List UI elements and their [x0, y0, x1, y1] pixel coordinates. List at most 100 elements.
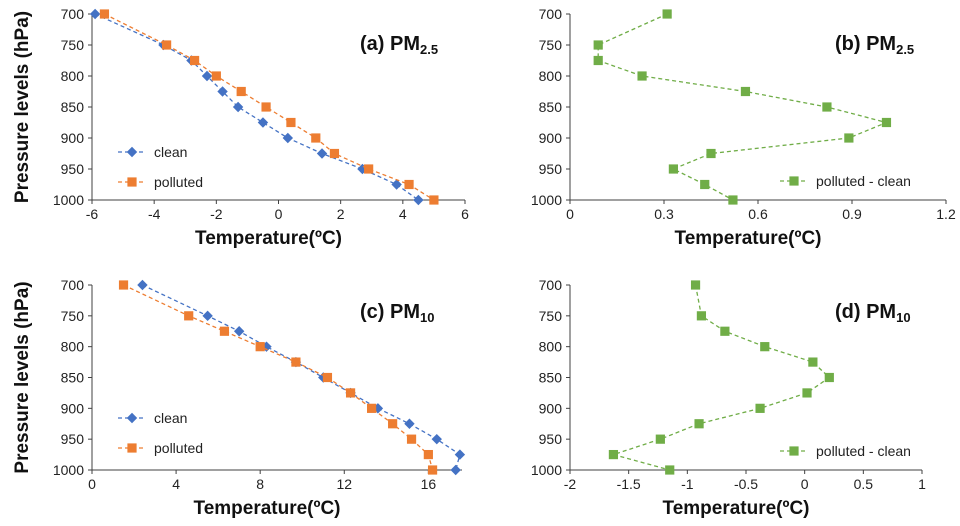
- data-point: [364, 164, 374, 174]
- y-axis-title: Pressure levels (hPa): [12, 11, 33, 203]
- legend-marker: [127, 177, 137, 187]
- data-point: [662, 9, 672, 19]
- data-point: [311, 133, 321, 143]
- data-point: [261, 102, 271, 112]
- legend-label: polluted - clean: [816, 173, 911, 189]
- data-point: [802, 388, 812, 398]
- legend-marker: [126, 146, 138, 158]
- data-point: [282, 132, 294, 144]
- panel-title: (a) PM2.5: [360, 33, 438, 57]
- data-point: [637, 71, 647, 81]
- data-point: [201, 70, 213, 82]
- panel-title-main: (d) PM: [835, 301, 896, 323]
- y-tick-label: 750: [539, 37, 563, 53]
- data-point: [211, 71, 221, 81]
- y-tick-label: 800: [539, 68, 563, 84]
- y-axis-title: Pressure levels (hPa): [12, 281, 33, 473]
- y-tick-label: 800: [61, 339, 85, 355]
- data-point: [690, 280, 701, 290]
- data-point: [454, 449, 466, 460]
- data-point: [740, 86, 751, 97]
- y-tick-label: 900: [61, 400, 85, 416]
- data-point: [404, 179, 414, 190]
- y-tick-label: 850: [61, 99, 85, 115]
- x-tick-label: 0: [566, 206, 574, 222]
- panel-title-main: (b) PM: [835, 33, 896, 55]
- data-point: [367, 403, 377, 413]
- data-point: [824, 372, 834, 383]
- x-tick-label: -2: [564, 476, 577, 492]
- y-tick-label: 1000: [531, 462, 562, 478]
- data-point: [655, 434, 665, 444]
- data-point: [233, 326, 245, 337]
- data-point: [217, 86, 228, 97]
- x-axis-title: Temperature(ºC): [195, 228, 342, 249]
- x-tick-label: 0: [275, 206, 283, 222]
- x-tick-label: 16: [421, 476, 437, 492]
- data-point: [162, 40, 172, 50]
- data-point: [760, 342, 770, 352]
- y-tick-label: 800: [539, 339, 563, 355]
- data-point: [413, 194, 424, 206]
- x-tick-label: 0: [801, 476, 809, 492]
- series-line-polluted---clean: [597, 13, 889, 201]
- panel-title-subscript: 2.5: [896, 42, 914, 57]
- data-point: [665, 465, 675, 475]
- y-tick-label: 700: [539, 6, 563, 22]
- x-tick-label: 4: [172, 476, 180, 492]
- x-tick-label: 6: [461, 206, 469, 222]
- data-point: [696, 311, 707, 321]
- data-point: [357, 163, 368, 175]
- data-point: [391, 179, 402, 190]
- x-tick-label: 1: [918, 476, 926, 492]
- x-tick-label: 0.9: [842, 206, 862, 222]
- panel-d-pm10: 700 750 800 850 900 950 1000-2 -1.5 -1 -0.5 0 0.5 1 T…: [531, 277, 926, 519]
- y-tick-label: 1000: [53, 192, 84, 208]
- data-point: [232, 101, 244, 113]
- x-tick-label: 1.2: [936, 206, 956, 222]
- data-point: [881, 117, 892, 128]
- data-point: [450, 464, 461, 476]
- data-point: [694, 419, 704, 429]
- data-point: [219, 326, 230, 336]
- data-point: [406, 434, 417, 444]
- y-tick-label: 900: [61, 130, 85, 146]
- y-tick-label: 750: [539, 308, 563, 324]
- y-tick-label: 700: [61, 6, 85, 22]
- x-tick-label: 8: [256, 476, 264, 492]
- data-point: [322, 372, 333, 383]
- legend-marker: [127, 443, 137, 453]
- data-point: [89, 8, 101, 20]
- panel-title: (d) PM10: [835, 301, 911, 325]
- panel-a-pm25: 700 750 800 850 900 950 1000-6 -4 -2 0 2 4 6 Temperat…: [12, 6, 469, 249]
- data-point: [755, 403, 765, 413]
- y-tick-label: 850: [539, 370, 563, 386]
- y-tick-label: 950: [61, 161, 85, 177]
- data-point: [329, 148, 340, 159]
- x-tick-label: -2: [210, 206, 223, 222]
- data-point: [822, 102, 832, 112]
- legend-label: polluted - clean: [816, 443, 911, 459]
- data-point: [423, 449, 433, 460]
- x-tick-label: 0: [88, 476, 96, 492]
- y-tick-label: 850: [61, 370, 85, 386]
- data-point: [345, 388, 356, 398]
- x-tick-label: 2: [337, 206, 345, 222]
- x-tick-label: -1: [681, 476, 694, 492]
- data-point: [593, 40, 603, 50]
- y-tick-label: 750: [61, 37, 85, 53]
- data-point: [404, 418, 415, 429]
- legend-marker: [126, 412, 138, 424]
- y-tick-label: 950: [539, 161, 563, 177]
- data-point: [427, 465, 438, 475]
- panel-title-subscript: 10: [420, 310, 434, 325]
- data-point: [137, 279, 148, 291]
- y-tick-label: 950: [61, 431, 85, 447]
- data-point: [706, 148, 716, 159]
- data-point: [236, 86, 246, 97]
- x-tick-label: -0.5: [734, 476, 758, 492]
- x-tick-label: 0.5: [854, 476, 874, 492]
- x-tick-label: 12: [336, 476, 352, 492]
